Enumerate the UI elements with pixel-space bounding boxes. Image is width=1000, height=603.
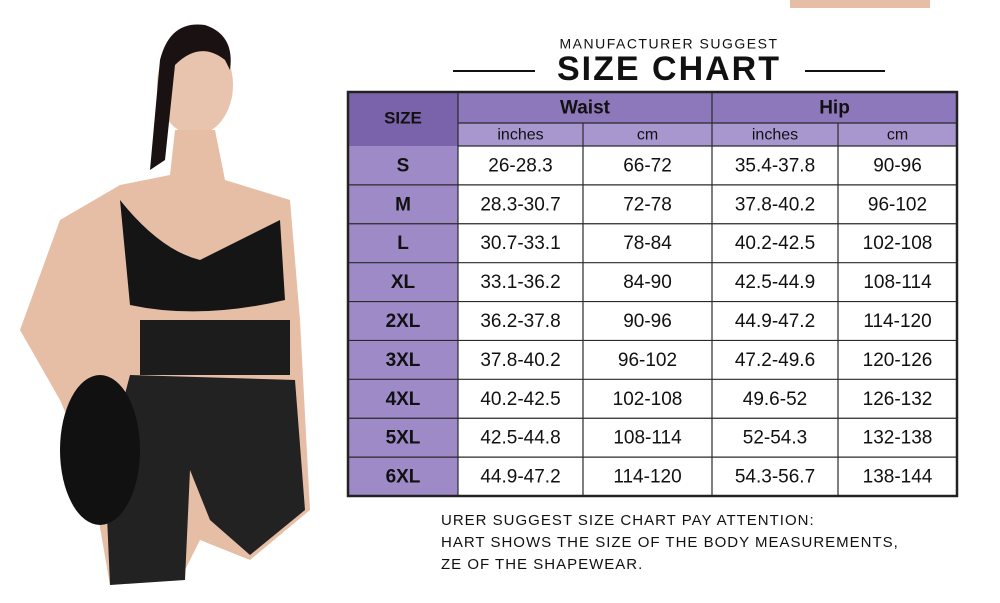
measurement: 49.6-52 <box>743 389 807 410</box>
size-label: S <box>397 155 410 176</box>
measurement: 96-102 <box>868 194 927 215</box>
measurement: 44.9-47.2 <box>735 311 815 332</box>
measurement: 132-138 <box>863 428 933 449</box>
model-figure <box>20 0 930 585</box>
size-label: L <box>397 233 409 254</box>
measurement: 108-114 <box>863 272 932 293</box>
measurement: 66-72 <box>623 155 672 176</box>
measurement: 96-102 <box>618 350 677 371</box>
measurement: 37.8-40.2 <box>735 194 815 215</box>
measurement: 84-90 <box>623 272 672 293</box>
unit-header: cm <box>887 127 908 144</box>
measurement: 90-96 <box>873 155 922 176</box>
unit-header: cm <box>637 127 658 144</box>
measurement: 114-120 <box>613 467 681 488</box>
size-column <box>348 146 458 496</box>
measurement: 72-78 <box>623 194 672 215</box>
measurement: 108-114 <box>613 428 682 449</box>
unit-header: inches <box>497 127 543 144</box>
measurement: 30.7-33.1 <box>480 233 560 254</box>
unit-header: inches <box>752 127 798 144</box>
measurement: 42.5-44.9 <box>735 272 815 293</box>
table-frame <box>346 90 959 498</box>
measurement: 36.2-37.8 <box>480 311 560 332</box>
measurement: 33.1-36.2 <box>480 272 560 293</box>
measurement: 78-84 <box>623 233 672 254</box>
measurement: 120-126 <box>863 350 933 371</box>
measurement: 42.5-44.8 <box>480 428 560 449</box>
title: SIZE CHART <box>557 50 781 88</box>
measurement: 28.3-30.7 <box>480 194 560 215</box>
size-table: SIZE Waist inches cm Hip inches cm S 26-28.3 66-7… <box>346 90 959 498</box>
size-label: XL <box>391 272 416 293</box>
note-line: URER SUGGEST SIZE CHART PAY ATTENTION: <box>441 512 815 529</box>
size-label: M <box>395 194 411 215</box>
group-header: Hip <box>819 98 850 119</box>
measurement: 102-108 <box>613 389 683 410</box>
measurement: 54.3-56.7 <box>735 467 815 488</box>
note-line: ZE OF THE SHAPEWEAR. <box>441 556 643 573</box>
measurement: 37.8-40.2 <box>480 350 560 371</box>
size-label: 6XL <box>386 467 421 488</box>
group-header: Waist <box>560 98 611 119</box>
size-label: 5XL <box>386 428 421 449</box>
note-line: HART SHOWS THE SIZE OF THE BODY MEASUREM… <box>441 534 899 551</box>
measurement: 90-96 <box>623 311 672 332</box>
measurement: 138-144 <box>863 467 933 488</box>
size-label: 3XL <box>386 350 421 371</box>
header-cell <box>348 92 458 146</box>
measurement: 44.9-47.2 <box>480 467 560 488</box>
subtitle: MANUFACTURER SUGGEST <box>559 36 778 52</box>
measurement: 102-108 <box>863 233 933 254</box>
header-cell <box>458 92 957 123</box>
size-label: 2XL <box>386 311 421 332</box>
measurement: 47.2-49.6 <box>735 350 815 371</box>
measurement: 126-132 <box>863 389 933 410</box>
measurement: 26-28.3 <box>488 155 552 176</box>
measurement: 40.2-42.5 <box>480 389 560 410</box>
measurement: 114-120 <box>863 311 931 332</box>
notes: URER SUGGEST SIZE CHART PAY ATTENTION: HA… <box>441 512 899 573</box>
measurement: 40.2-42.5 <box>735 233 815 254</box>
measurement: 52-54.3 <box>743 428 807 449</box>
measurement: 35.4-37.8 <box>735 155 815 176</box>
size-label: 4XL <box>386 389 421 410</box>
size-header: SIZE <box>384 108 422 127</box>
